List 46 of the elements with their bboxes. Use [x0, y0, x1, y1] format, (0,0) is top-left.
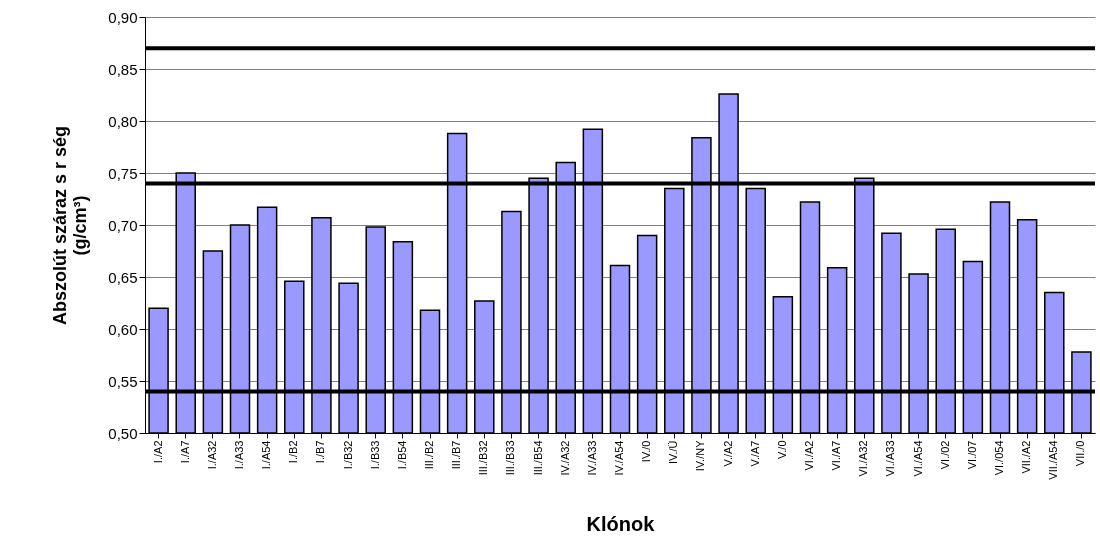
y-tick-label: 0,55 — [108, 372, 138, 390]
x-tick-label: VI./A32 — [857, 440, 870, 477]
x-tick-label: VI./A33 — [884, 440, 897, 477]
x-tick-label: I./A32 — [205, 440, 218, 470]
x-tick-label: III./B32 — [477, 440, 490, 476]
x-tick-label: I./B33 — [368, 440, 381, 470]
x-tick-label: V./A2 — [721, 440, 734, 467]
y-tick-label: 0,70 — [108, 216, 138, 234]
x-axis-title: Klónok — [586, 512, 656, 535]
x-tick-label: III./B54 — [531, 440, 544, 476]
x-tick-label: VI./07 — [965, 440, 978, 470]
x-tick-label: III./B33 — [504, 440, 517, 476]
x-tick-label: I./A54 — [260, 440, 273, 470]
x-tick-label: VII./0 — [1074, 440, 1087, 467]
x-tick-label: I./A7 — [178, 440, 191, 464]
x-tick-label: I./B2 — [287, 440, 300, 464]
x-tick-label: III./B2 — [423, 440, 435, 470]
x-tick-label: I./B54 — [395, 440, 408, 470]
y-axis-title: Abszolút száraz s r ség (g/cm³) — [50, 125, 91, 326]
x-tick-label: I./B32 — [341, 440, 354, 470]
y-tick-label: 0,85 — [108, 60, 138, 78]
y-tick-label: 0,60 — [108, 320, 138, 338]
x-tick-label: VI./A54 — [911, 440, 924, 477]
x-tick-label: V./A7 — [748, 440, 761, 467]
x-tick-label: V./0 — [775, 440, 788, 460]
x-tick-label: VI./02 — [938, 440, 951, 470]
x-tick-label: I./A33 — [233, 440, 245, 470]
x-tick-label: IV./NY — [694, 439, 707, 472]
x-tick-label: VI./A2 — [803, 440, 815, 471]
y-tick-label: 0,80 — [108, 112, 138, 130]
x-tick-label: IV./0 — [640, 440, 653, 463]
y-tick-label: 0,90 — [108, 8, 138, 26]
y-tick-label: 0,75 — [108, 164, 138, 182]
x-tick-label: VII./A2 — [1020, 440, 1033, 474]
x-tick-label: III./B7 — [450, 440, 463, 470]
x-tick-label: VII./A54 — [1047, 440, 1060, 480]
x-tick-label: IV./Ü — [667, 440, 680, 464]
x-tick-label: VI./054 — [993, 440, 1005, 476]
x-tick-label: I./B7 — [314, 440, 327, 464]
x-tick-label: VI./A7 — [830, 440, 843, 471]
y-tick-label: 0,65 — [108, 268, 138, 286]
x-tick-label: IV./A33 — [585, 440, 598, 476]
y-tick-label: 0,50 — [108, 424, 138, 442]
x-tick-label: I./A2 — [151, 440, 164, 464]
x-tick-label: IV./A54 — [613, 440, 625, 476]
x-tick-label: IV./A32 — [558, 440, 571, 476]
